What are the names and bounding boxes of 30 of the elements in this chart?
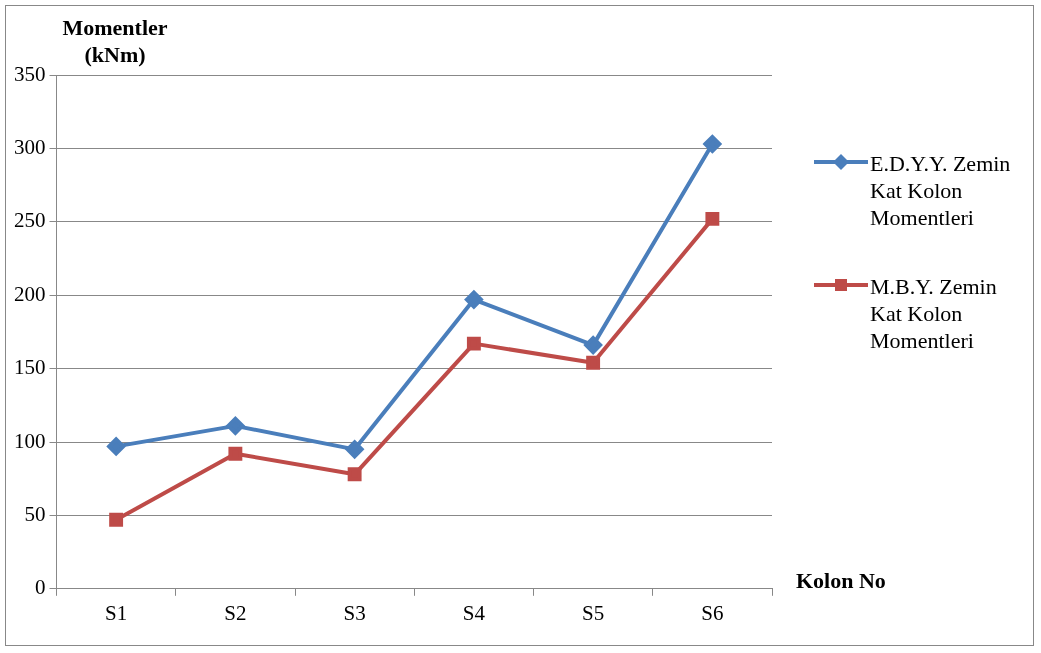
- x-tick-label: S3: [343, 600, 366, 625]
- point: [464, 290, 483, 309]
- x-axis-title: Kolon No: [796, 568, 886, 594]
- y-tick-label: 50: [24, 501, 46, 526]
- point: [703, 135, 722, 153]
- point: [107, 437, 126, 456]
- y-tick-label: 200: [14, 281, 46, 306]
- y-tick-label: 350: [14, 61, 46, 86]
- x-tick-label: S4: [462, 600, 486, 625]
- point: [347, 467, 362, 482]
- x-tick-label: S2: [224, 600, 247, 625]
- point: [228, 446, 243, 461]
- y-tick-label: 0: [35, 575, 46, 600]
- point: [226, 416, 245, 435]
- x-tick-label: S6: [701, 600, 724, 625]
- point: [109, 512, 124, 527]
- y-tick-label: 150: [14, 355, 46, 380]
- y-tick-label: 300: [14, 134, 46, 159]
- point: [345, 440, 364, 459]
- legend-label: M.B.Y. Zemin Kat Kolon Momentleri: [870, 273, 998, 354]
- legend-label: E.D.Y.Y. Zemin Kat Kolon Momentleri: [870, 150, 1012, 231]
- point: [705, 211, 720, 226]
- y-tick-label: 100: [14, 428, 46, 453]
- x-tick-label: S1: [105, 600, 128, 625]
- point: [586, 355, 601, 370]
- x-tick-label: S5: [582, 600, 605, 625]
- y-tick-label: 250: [14, 208, 46, 233]
- y-axis-title: Momentler (kNm): [62, 15, 168, 67]
- point: [584, 336, 603, 355]
- point: [466, 336, 481, 351]
